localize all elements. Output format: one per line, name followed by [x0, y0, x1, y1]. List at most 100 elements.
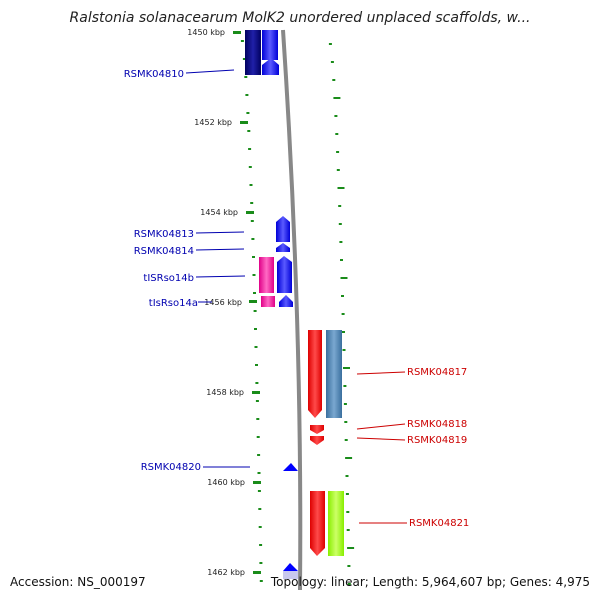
gene-RSMK04815[interactable]: [277, 256, 292, 293]
tick-dot: [259, 562, 263, 564]
label-RSMK04819[interactable]: RSMK04819: [407, 435, 467, 446]
scale-label-1456: 1456 kbp: [204, 298, 242, 307]
label-RSMK04821[interactable]: RSMK04821: [409, 518, 469, 529]
accession-text: Accession: NS_000197: [10, 575, 146, 589]
tick-dot: [344, 439, 348, 441]
tick-dot: [240, 40, 244, 42]
map-title: Ralstonia solanacearum MolK2 unordered u…: [69, 10, 531, 26]
label-RSMK04817[interactable]: RSMK04817: [407, 367, 467, 378]
tick-dot: [259, 580, 263, 582]
tick-dot: [249, 184, 253, 186]
label-tIsRso14a[interactable]: tIsRso14a: [149, 298, 198, 309]
tick-dot: [333, 97, 341, 99]
tick-dot: [347, 547, 355, 549]
tick-dot: [247, 130, 251, 132]
scale-label-1452: 1452 kbp: [194, 118, 232, 127]
tick-dot: [254, 328, 257, 330]
tick-dot: [259, 544, 263, 546]
scale-label-1450: 1450 kbp: [187, 28, 225, 37]
label-RSMK04820[interactable]: RSMK04820: [141, 462, 201, 473]
tick-marks-right: [328, 43, 355, 585]
gene-RSMK04814[interactable]: [276, 243, 290, 252]
tick-dot: [251, 238, 255, 240]
label-RSMK04810[interactable]: RSMK04810: [124, 69, 184, 80]
tick-dot: [252, 256, 255, 258]
tick-dot: [334, 115, 338, 117]
tick-dot: [250, 202, 254, 204]
tick-dot: [255, 382, 259, 384]
tick-dot: [340, 259, 343, 261]
tick-dot: [256, 436, 260, 438]
tick-dot: [242, 58, 246, 60]
backbone-curve: [281, 29, 303, 591]
tick-dot: [341, 295, 344, 297]
tick-dot: [328, 43, 332, 45]
tick-dot: [335, 133, 339, 135]
gene-RSMK04820[interactable]: [283, 463, 298, 471]
tick-dot: [258, 526, 262, 528]
tick-dot: [255, 400, 259, 402]
tick-dot: [248, 166, 252, 168]
tick-dot: [336, 151, 340, 153]
tick-marks-left: [240, 40, 263, 582]
gene-RSMK04819[interactable]: [310, 436, 324, 445]
tick-dot: [336, 169, 340, 171]
genome-summary: Topology: linear; Length: 5,964,607 bp; …: [270, 575, 590, 589]
tick-dot: [337, 187, 345, 189]
tick-dot: [256, 418, 260, 420]
scale-label-1462: 1462 kbp: [207, 568, 245, 577]
gene-RSMK04817[interactable]: [308, 330, 342, 418]
tick-dot: [330, 61, 334, 63]
tick-dot: [347, 565, 351, 567]
left-gene-labels: RSMK04810 RSMK04813 RSMK04814 tISRso14b …: [124, 69, 250, 473]
tick-dot: [343, 367, 350, 369]
label-tISRso14b[interactable]: tISRso14b: [143, 273, 194, 284]
tick-dot: [343, 403, 347, 405]
tick-dot: [244, 76, 248, 78]
gene-RSMK04813[interactable]: [276, 216, 290, 242]
tick-dot: [346, 511, 350, 513]
tick-dot: [342, 349, 346, 351]
tick-dot: [340, 277, 348, 279]
tick-dot: [345, 493, 349, 495]
tick-dot: [255, 364, 258, 366]
gene-RSMK04821[interactable]: [310, 491, 344, 556]
label-RSMK04813[interactable]: RSMK04813: [134, 229, 194, 240]
tick-dot: [257, 472, 261, 474]
label-RSMK04814[interactable]: RSMK04814: [134, 246, 194, 257]
tick-dot: [253, 310, 257, 312]
scale-label-1460: 1460 kbp: [207, 478, 245, 487]
scale-label-1458: 1458 kbp: [206, 388, 244, 397]
tick-dot: [332, 79, 336, 81]
tick-dot: [339, 241, 343, 243]
tick-dot: [344, 421, 348, 423]
tick-dot: [345, 475, 349, 477]
label-RSMK04818[interactable]: RSMK04818: [407, 419, 467, 430]
tick-dot: [257, 490, 261, 492]
gene-RSMK04818[interactable]: [310, 425, 324, 434]
gene-RSMK04810[interactable]: [245, 30, 279, 75]
tick-dot: [258, 508, 262, 510]
tick-dot: [252, 274, 256, 276]
tick-dot: [342, 331, 345, 333]
tick-dot: [248, 148, 252, 150]
tick-dot: [253, 292, 256, 294]
right-gene-labels: RSMK04817 RSMK04818 RSMK04819 RSMK04821: [356, 367, 469, 529]
tick-dot: [338, 205, 342, 207]
tick-dot: [257, 454, 261, 456]
scale-label-1454: 1454 kbp: [200, 208, 238, 217]
tick-dot: [246, 112, 250, 114]
tick-dot: [338, 223, 342, 225]
tick-dot: [245, 94, 249, 96]
gene-tISRso14b[interactable]: [259, 257, 274, 293]
tick-dot: [341, 313, 345, 315]
tick-dot: [254, 346, 258, 348]
tick-dot: [250, 220, 254, 222]
gene-RSMK04822[interactable]: [283, 563, 298, 579]
scale-labels: 1450 kbp 1452 kbp 1454 kbp 1456 kbp 1458…: [187, 28, 261, 577]
tick-dot: [343, 385, 347, 387]
gene-tIsRso14a[interactable]: [261, 295, 293, 307]
tick-dot: [346, 529, 350, 531]
tick-dot: [345, 457, 353, 459]
